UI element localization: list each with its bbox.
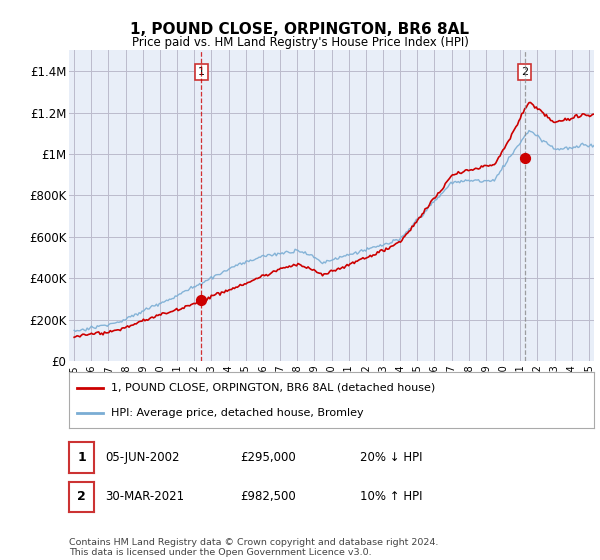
Text: Price paid vs. HM Land Registry's House Price Index (HPI): Price paid vs. HM Land Registry's House … [131, 36, 469, 49]
Point [197, 296, 206, 305]
Text: 05-JUN-2002: 05-JUN-2002 [105, 451, 179, 464]
Text: 1, POUND CLOSE, ORPINGTON, BR6 8AL (detached house): 1, POUND CLOSE, ORPINGTON, BR6 8AL (deta… [111, 382, 435, 393]
Text: £982,500: £982,500 [240, 490, 296, 503]
Text: 20% ↓ HPI: 20% ↓ HPI [360, 451, 422, 464]
Point [520, 153, 529, 162]
Text: 2: 2 [521, 67, 528, 77]
Text: 1: 1 [198, 67, 205, 77]
Text: 30-MAR-2021: 30-MAR-2021 [105, 490, 184, 503]
Text: 2: 2 [77, 491, 86, 503]
Text: 1, POUND CLOSE, ORPINGTON, BR6 8AL: 1, POUND CLOSE, ORPINGTON, BR6 8AL [131, 22, 470, 38]
Text: HPI: Average price, detached house, Bromley: HPI: Average price, detached house, Brom… [111, 408, 364, 418]
Text: 1: 1 [77, 451, 86, 464]
Text: £295,000: £295,000 [240, 451, 296, 464]
Text: Contains HM Land Registry data © Crown copyright and database right 2024.
This d: Contains HM Land Registry data © Crown c… [69, 538, 439, 557]
Text: 10% ↑ HPI: 10% ↑ HPI [360, 490, 422, 503]
